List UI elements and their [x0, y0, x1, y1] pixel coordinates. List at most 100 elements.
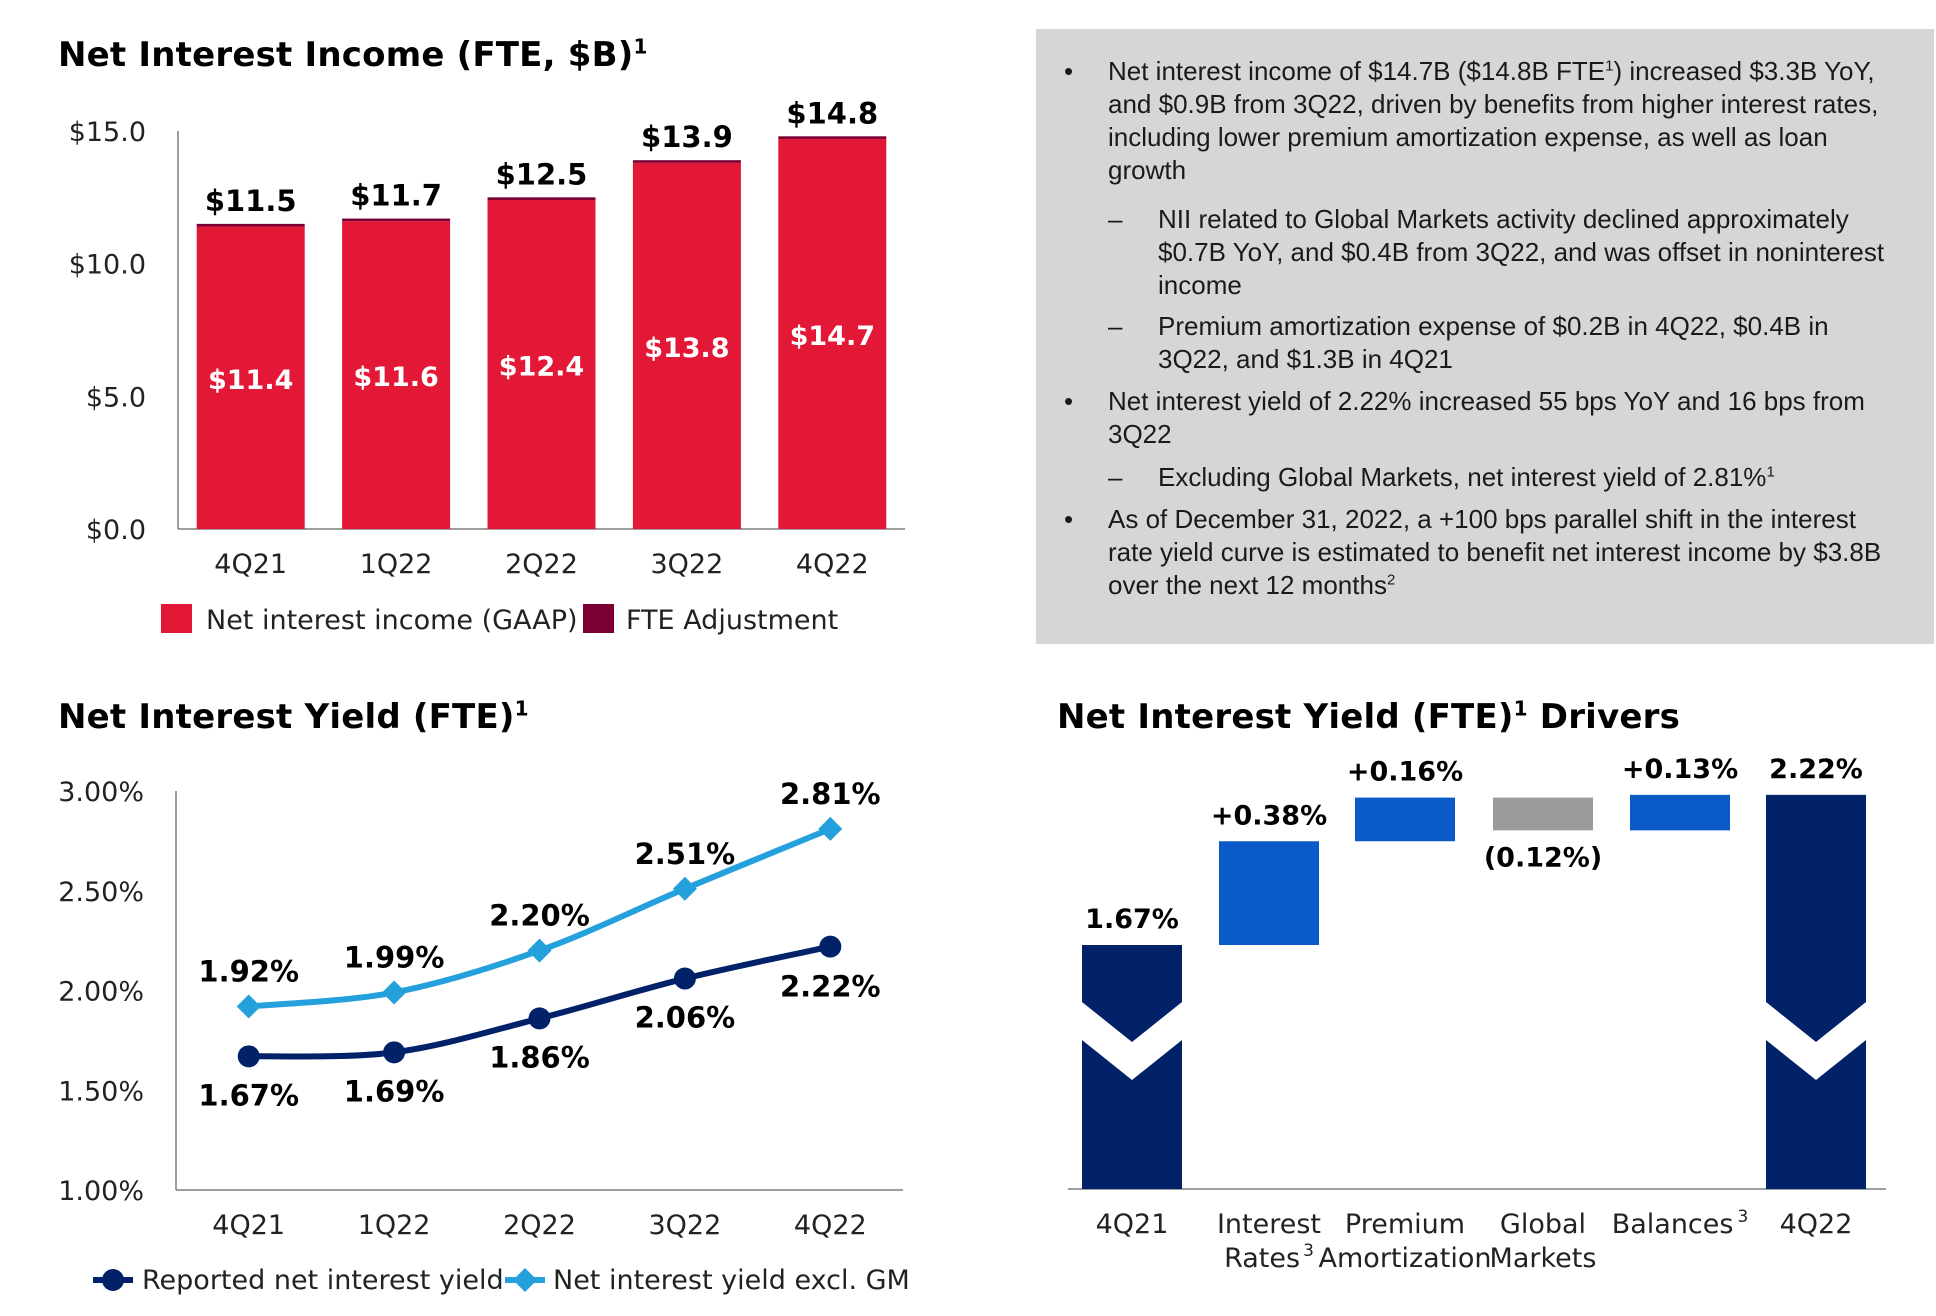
x-category-label: 4Q21 — [1096, 1209, 1169, 1240]
axis-break-mark — [1766, 1002, 1866, 1080]
bullet-marker: – — [1108, 462, 1123, 492]
y-tick-label: $5.0 — [86, 382, 146, 413]
x-tick-label: 2Q22 — [503, 1210, 576, 1241]
x-tick-label: 3Q22 — [649, 1210, 722, 1241]
legend-label-reported: Reported net interest yield — [142, 1265, 504, 1296]
bullet-text: Excluding Global Markets, net interest y… — [1158, 462, 1767, 492]
bullet-text: As of December 31, 2022, a +100 bps para… — [1108, 504, 1882, 600]
y-tick-label: $0.0 — [86, 515, 146, 546]
legend-label-exgm: Net interest yield excl. GM — [553, 1265, 910, 1296]
bar-gaap — [196, 226, 305, 529]
yield-line-chart: 1.00% 1.50% 2.00% 2.50% 3.00% 4Q21 1Q22 2Q22 3Q2… — [58, 777, 910, 1296]
commentary-panel: • Net interest income of $14.7B ($14.8B F… — [1036, 29, 1934, 644]
reported-yield-point — [528, 1007, 551, 1030]
bar-fte — [632, 160, 741, 163]
reported-yield-point — [383, 1041, 406, 1064]
bullet-marker: – — [1108, 204, 1123, 234]
waterfall-decrease-bar — [1493, 797, 1593, 831]
reported-data-label: 1.69% — [344, 1074, 445, 1108]
bullet-text: Net interest income of $14.7B ($14.8B FT… — [1108, 56, 1606, 86]
footnote-ref: 2 — [1386, 571, 1396, 589]
x-tick-label: 2Q22 — [505, 549, 578, 580]
x-tick-label: 1Q22 — [358, 1210, 431, 1241]
exgm-data-label: 2.81% — [780, 777, 881, 811]
y-tick-label: 3.00% — [58, 777, 144, 808]
y-tick-label: $15.0 — [69, 117, 146, 148]
y-tick-label: $10.0 — [69, 250, 146, 281]
legend-label-fte: FTE Adjustment — [626, 605, 838, 636]
x-category-label: Rates 3 — [1224, 1241, 1314, 1274]
bar-fte — [196, 223, 305, 227]
bar-fte — [342, 218, 451, 222]
legend-marker-reported — [102, 1269, 124, 1291]
waterfall-increase-bar — [1355, 797, 1455, 842]
footnote-ref: 1 — [1766, 463, 1775, 481]
nii-chart-title: Net Interest Income (FTE, $B)1 — [58, 34, 648, 75]
reported-yield-point — [237, 1045, 260, 1068]
bar-gaap — [342, 221, 451, 530]
x-tick-label: 4Q22 — [794, 1210, 867, 1241]
bar-value-label: $11.4 — [208, 365, 293, 396]
reported-data-label: 2.22% — [780, 970, 881, 1004]
commentary-bullet: • As of December 31, 2022, a +100 bps par… — [1056, 503, 1904, 602]
bar-gaap — [487, 199, 596, 529]
nii-bar-chart: $0.0 $5.0 $10.0 $15.0 $11.4 $11.5 4Q21 $11.6 $11… — [69, 96, 905, 636]
y-tick-label: 1.50% — [58, 1076, 144, 1107]
x-category-label: Balances 3 — [1612, 1207, 1749, 1240]
exgm-data-label: 1.99% — [344, 940, 445, 974]
bar-gaap — [778, 138, 887, 529]
x-category-label: 4Q22 — [1780, 1209, 1853, 1240]
commentary-subbullet: – NII related to Global Markets activity … — [1056, 203, 1904, 302]
exgm-yield-point — [818, 816, 843, 841]
reported-data-label: 2.06% — [635, 1001, 736, 1035]
bar-total-label: $14.8 — [786, 96, 878, 130]
waterfall-value-label: +0.38% — [1211, 800, 1327, 831]
x-category-label: Global — [1500, 1209, 1586, 1240]
drivers-chart-title: Net Interest Yield (FTE)1 Drivers — [1057, 696, 1681, 737]
y-tick-label: 1.00% — [58, 1176, 144, 1207]
exgm-yield-point — [672, 876, 697, 901]
commentary-subbullet: – Excluding Global Markets, net interest … — [1056, 461, 1904, 494]
y-tick-label: 2.50% — [58, 877, 144, 908]
bar-value-label: $13.8 — [644, 333, 729, 364]
bar-total-label: $13.9 — [641, 120, 733, 154]
bar-fte — [487, 197, 596, 200]
exgm-yield-point — [382, 980, 407, 1005]
waterfall-value-label: (0.12%) — [1484, 842, 1602, 873]
legend-marker-exgm — [513, 1268, 537, 1292]
exgm-data-label: 1.92% — [198, 954, 299, 988]
reported-yield-point — [673, 967, 696, 990]
reported-data-label: 1.86% — [489, 1040, 590, 1074]
exgm-yield-point — [527, 938, 552, 963]
x-category-label: Markets — [1490, 1243, 1597, 1274]
bar-fte — [778, 136, 887, 139]
exgm-data-label: 2.51% — [635, 837, 736, 871]
bullet-text: NII related to Global Markets activity d… — [1158, 204, 1885, 300]
bar-value-label: $12.4 — [499, 351, 584, 382]
bar-total-label: $11.7 — [350, 179, 442, 213]
yield-chart-title: Net Interest Yield (FTE)1 — [58, 696, 529, 737]
bullet-text: Premium amortization expense of $0.2B in… — [1158, 311, 1829, 374]
legend-swatch-fte — [583, 604, 614, 633]
reported-yield-point — [819, 935, 842, 958]
bullet-marker: – — [1108, 311, 1123, 341]
axis-break-mark — [1082, 1002, 1182, 1080]
bar-value-label: $14.7 — [790, 321, 875, 352]
bullet-marker: • — [1064, 504, 1074, 534]
x-category-label: Amortization — [1319, 1243, 1492, 1274]
bullet-marker: • — [1064, 386, 1074, 416]
waterfall-value-label: +0.13% — [1622, 754, 1738, 785]
waterfall-value-label: 2.22% — [1769, 754, 1863, 785]
bullet-text: Net interest yield of 2.22% increased 55… — [1108, 386, 1865, 449]
commentary-bullet: • Net interest income of $14.7B ($14.8B F… — [1056, 55, 1904, 187]
x-tick-label: 4Q22 — [796, 549, 869, 580]
footnote-ref: 1 — [1605, 57, 1614, 75]
commentary-bullet: • Net interest yield of 2.22% increased 5… — [1056, 385, 1904, 451]
bar-total-label: $12.5 — [496, 157, 588, 191]
bar-value-label: $11.6 — [353, 362, 438, 393]
x-tick-label: 4Q21 — [214, 549, 287, 580]
waterfall-increase-bar — [1630, 794, 1730, 831]
y-tick-label: 2.00% — [58, 977, 144, 1008]
waterfall-value-label: 1.67% — [1085, 904, 1179, 935]
